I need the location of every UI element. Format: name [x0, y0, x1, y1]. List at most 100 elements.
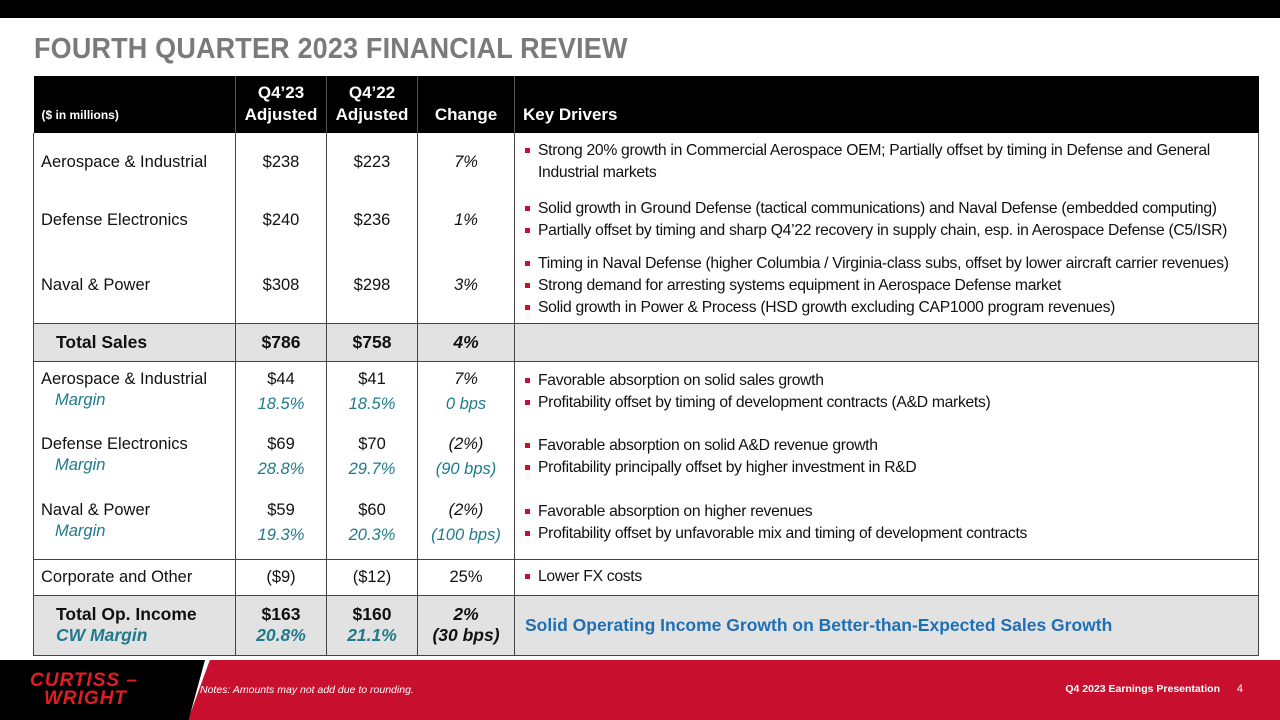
unit-header: ($ in millions) [33, 76, 236, 133]
total-q4-22-value: $160 [352, 604, 392, 624]
q4-23-value: ($9) [235, 558, 327, 595]
page-title: FOURTH QUARTER 2023 FINANCIAL REVIEW [34, 33, 628, 65]
footer-logo-band [0, 660, 205, 720]
q4-23-cell: $59 19.3% [235, 493, 327, 559]
segment-cell: Naval & Power Margin [33, 493, 236, 559]
table-row: Aerospace & Industrial $238 $223 7% Stro… [33, 133, 1259, 191]
change-cell: (2%) (90 bps) [417, 427, 515, 493]
cw-margin-label: CW Margin [56, 625, 148, 645]
table-row: Naval & Power $308 $298 3% Timing in Nav… [33, 249, 1259, 323]
total-op-income-cell: Total Op. Income CW Margin [33, 594, 236, 656]
q4-23-value: $44 [267, 369, 295, 388]
segment-label: Corporate and Other [33, 558, 236, 595]
q4-23-cell: $69 28.8% [235, 427, 327, 493]
segment-label: Aerospace & Industrial [33, 133, 236, 191]
presentation-title: Q4 2023 Earnings Presentation [1065, 683, 1220, 695]
segment-label: Defense Electronics [41, 435, 188, 453]
total-op-income-row: Total Op. Income CW Margin $163 20.8% $1… [33, 594, 1259, 656]
key-drivers: Lower FX costs [514, 558, 1259, 595]
total-sales-label: Total Sales [33, 322, 236, 362]
table-row: Aerospace & Industrial Margin $44 18.5% … [33, 361, 1259, 427]
change-header: Change [417, 76, 515, 133]
driver-bullet: Solid growth in Ground Defense (tactical… [525, 198, 1252, 220]
table-header-row: ($ in millions) Q4’23 Adjusted Q4’22 Adjus… [33, 76, 1259, 133]
driver-bullet: Profitability principally offset by high… [525, 457, 1252, 479]
q4-23-value: $69 [267, 435, 295, 453]
segment-label: Defense Electronics [33, 191, 236, 249]
q4-23-value: $238 [235, 133, 327, 191]
total-op-income-label: Total Op. Income [56, 604, 197, 624]
q4-22-value: $223 [326, 133, 418, 191]
segment-label: Naval & Power [33, 249, 236, 323]
q4-22-header: Q4’22 Adjusted [326, 76, 418, 133]
change-value: 7% [417, 133, 515, 191]
margin-label: Margin [55, 522, 106, 540]
driver-bullet: Favorable absorption on solid A&D revenu… [525, 435, 1252, 457]
change-value: 25% [417, 558, 515, 595]
driver-bullet: Partially offset by timing and sharp Q4’… [525, 220, 1252, 242]
logo-line-1: CURTISS – [30, 670, 138, 691]
total-sales-drivers [514, 322, 1259, 362]
driver-bullet: Favorable absorption on solid sales grow… [525, 370, 1252, 392]
segment-cell: Aerospace & Industrial Margin [33, 361, 236, 427]
key-drivers-header: Key Drivers [523, 105, 618, 124]
q4-22-cell: $70 29.7% [326, 427, 418, 493]
q4-22-cell: $60 20.3% [326, 493, 418, 559]
q4-22-value: $298 [326, 249, 418, 323]
total-change-value: 2% [453, 604, 479, 624]
total-change-margin: (30 bps) [432, 625, 500, 645]
headline-text: Solid Operating Income Growth on Better-… [514, 594, 1259, 656]
top-bar [0, 0, 1280, 18]
driver-bullet: Lower FX costs [525, 566, 1252, 588]
q4-23-margin: 19.3% [257, 526, 305, 544]
footer-note: Notes: Amounts may not add due to roundi… [200, 684, 414, 696]
driver-bullet: Profitability offset by timing of develo… [525, 392, 1252, 414]
q4-23-cell: $44 18.5% [235, 361, 327, 427]
q4-23-value: $59 [267, 501, 295, 519]
q4-23-value: $240 [235, 191, 327, 249]
total-q4-23-value: $163 [261, 604, 301, 624]
table-row: Naval & Power Margin $59 19.3% $60 20.3%… [33, 493, 1259, 559]
q4-22-value: $60 [358, 501, 386, 519]
table-row: Corporate and Other ($9) ($12) 25% Lower… [33, 558, 1259, 595]
footer: CURTISS – WRIGHT Notes: Amounts may not … [0, 660, 1280, 720]
q4-23-value: $308 [235, 249, 327, 323]
q4-22-value: $236 [326, 191, 418, 249]
margin-label: Margin [55, 390, 106, 409]
key-drivers: Favorable absorption on higher revenues … [514, 493, 1259, 559]
key-drivers: Strong 20% growth in Commercial Aerospac… [514, 133, 1259, 191]
key-drivers: Solid growth in Ground Defense (tactical… [514, 191, 1259, 249]
change-margin: (90 bps) [435, 460, 497, 478]
table-row: Defense Electronics Margin $69 28.8% $70… [33, 427, 1259, 493]
total-q4-23-margin: 20.8% [256, 625, 306, 645]
q4-22-margin: 20.3% [348, 526, 396, 544]
change-cell: (2%) (100 bps) [417, 493, 515, 559]
driver-bullet: Timing in Naval Defense (higher Columbia… [525, 253, 1252, 275]
q4-22-cell: $41 18.5% [326, 361, 418, 427]
total-change-cell: 2% (30 bps) [417, 594, 515, 656]
total-sales-row: Total Sales $786 $758 4% [33, 322, 1259, 362]
driver-bullet: Favorable absorption on higher revenues [525, 501, 1252, 523]
table-row: Defense Electronics $240 $236 1% Solid g… [33, 191, 1259, 249]
segment-label: Naval & Power [41, 501, 151, 519]
driver-bullet: Profitability offset by unfavorable mix … [525, 523, 1252, 545]
change-value: (2%) [448, 435, 484, 453]
segment-label: Aerospace & Industrial [41, 369, 208, 388]
change-margin: 0 bps [445, 394, 487, 413]
total-sales-change: 4% [417, 322, 515, 362]
q4-22-value: ($12) [326, 558, 418, 595]
q4-22-margin: 29.7% [348, 460, 396, 478]
driver-bullet: Strong 20% growth in Commercial Aerospac… [525, 140, 1252, 184]
q4-22-value: $70 [358, 435, 386, 453]
margin-label: Margin [55, 456, 106, 474]
total-sales-q4-22: $758 [326, 322, 418, 362]
q4-23-margin: 18.5% [257, 394, 305, 413]
change-cell: 7% 0 bps [417, 361, 515, 427]
q4-22-value: $41 [358, 369, 386, 388]
driver-bullet: Solid growth in Power & Process (HSD gro… [525, 297, 1252, 319]
total-q4-22-cell: $160 21.1% [326, 594, 418, 656]
total-sales-q4-23: $786 [235, 322, 327, 362]
page-number: 4 [1236, 683, 1243, 695]
footer-red-band [188, 660, 1280, 720]
change-value: (2%) [448, 501, 484, 519]
